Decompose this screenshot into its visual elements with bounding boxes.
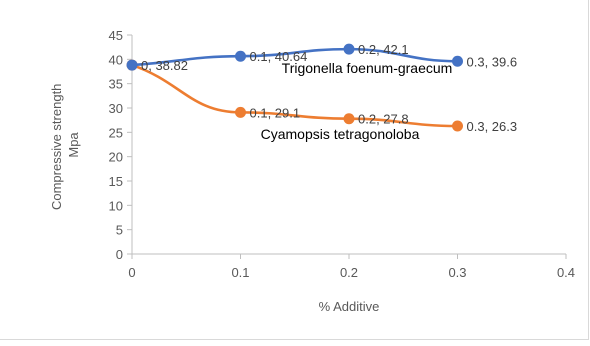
x-tick-label: 0.1 bbox=[231, 265, 249, 280]
x-tick-label: 0.2 bbox=[340, 265, 358, 280]
series-label: Trigonella foenum-graecum bbox=[282, 60, 453, 76]
y-tick-label: 45 bbox=[109, 28, 123, 43]
data-label: 0.2, 27.8 bbox=[358, 112, 409, 127]
data-label: 0.2, 42.1 bbox=[358, 42, 409, 57]
x-tick-label: 0.3 bbox=[448, 265, 466, 280]
x-axis-title: % Additive bbox=[319, 299, 380, 314]
y-axis-title-line-1: Compressive strength bbox=[49, 84, 64, 210]
tick-labels: 0 5 10 15 20 25 30 35 40 45 0 0.1 0.2 0.3 0.4 bbox=[109, 28, 576, 280]
series-line bbox=[130, 63, 459, 128]
data-label: 0.3, 39.6 bbox=[467, 54, 518, 69]
x-tick-label: 0.4 bbox=[557, 265, 575, 280]
y-tick-label: 20 bbox=[109, 150, 123, 165]
data-point bbox=[235, 106, 246, 118]
axes bbox=[127, 34, 567, 259]
data-point bbox=[235, 50, 246, 62]
data-point bbox=[452, 55, 463, 67]
data-point bbox=[126, 59, 138, 71]
data-point bbox=[343, 113, 355, 125]
series-line bbox=[130, 47, 459, 67]
data-label: 0.3, 26.3 bbox=[467, 119, 518, 134]
y-tick-label: 35 bbox=[109, 77, 123, 92]
y-tick-label: 10 bbox=[109, 198, 123, 213]
y-tick-label: 30 bbox=[109, 101, 123, 116]
y-tick-label: 25 bbox=[109, 125, 123, 140]
y-tick-label: 5 bbox=[116, 223, 123, 238]
y-axis-title: Compressive strength Mpa bbox=[49, 80, 81, 210]
series-label: Cyamopsis tetragonoloba bbox=[261, 126, 420, 142]
x-tick-label: 0 bbox=[128, 265, 135, 280]
data-label: 0.1, 29.1 bbox=[250, 105, 301, 120]
y-tick-label: 15 bbox=[109, 174, 123, 189]
y-axis-title-line-2: Mpa bbox=[66, 132, 81, 158]
data-label: 0, 38.82 bbox=[141, 58, 188, 73]
data-point bbox=[452, 120, 463, 132]
data-point bbox=[343, 43, 355, 55]
data-label: 0.1, 40.64 bbox=[250, 49, 308, 64]
series-group bbox=[126, 43, 463, 132]
y-tick-label: 0 bbox=[116, 247, 123, 262]
data-labels: 0, 38.82 0.1, 40.64 0.2, 42.1 0.3, 39.6 0.1,… bbox=[141, 42, 517, 142]
y-tick-label: 40 bbox=[109, 52, 123, 67]
